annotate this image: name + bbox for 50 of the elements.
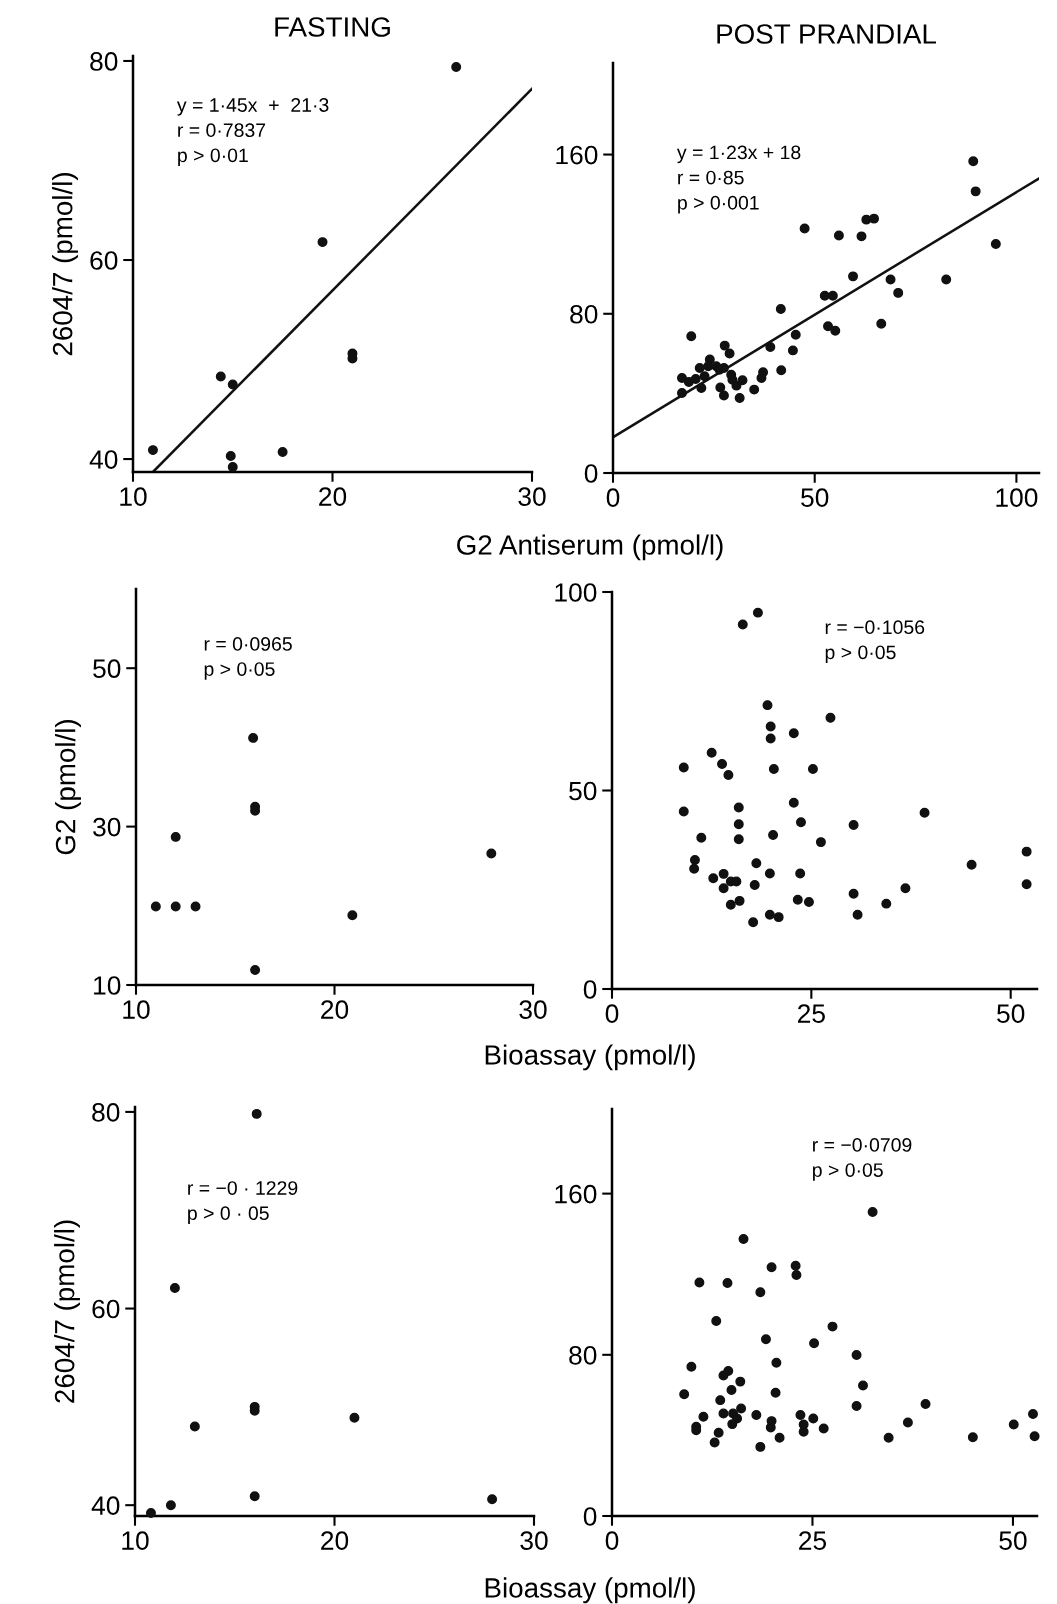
y-tick-label: 160 [555, 1184, 597, 1204]
x-tick-label: 10 [120, 487, 147, 506]
x-tick-label: 20 [321, 1531, 349, 1550]
x-tick-label: 10 [123, 1000, 150, 1019]
y-tick-label: 40 [89, 450, 118, 469]
y-tick-label: 160 [556, 145, 598, 165]
y-tick-label: 10 [94, 976, 121, 995]
x-tick-label: 0 [606, 488, 620, 507]
y-tick-label: 60 [90, 251, 118, 270]
x-axis-title: G2 Antiserum (pmol/l) [457, 534, 723, 561]
x-axis-title: Bioassay (pmol/l) [485, 1044, 695, 1071]
x-tick-label: 30 [520, 1531, 548, 1550]
y-tick-label: 80 [569, 1345, 597, 1365]
y-axis-title: 2604/7 (pmol/l) [54, 1220, 80, 1403]
x-tick-label: 50 [999, 1531, 1027, 1550]
x-tick-label: 50 [801, 488, 829, 507]
annotation: r = −0·0709 p > 0·05 [813, 1138, 912, 1181]
x-tick-label: 30 [519, 1000, 547, 1019]
y-tick-label: 60 [92, 1299, 120, 1319]
y-tick-label: 0 [583, 1507, 597, 1526]
annotation: r = −0·1056 p > 0·05 [825, 620, 925, 664]
x-tick-label: 30 [518, 487, 546, 506]
y-axis-title: G2 (pmol/l) [55, 720, 81, 855]
annotation: y = 1·23x + 18 r = 0·85 p > 0·001 [676, 145, 801, 214]
y-tick-label: 50 [569, 781, 597, 801]
x-tick-label: 0 [605, 1531, 619, 1550]
y-tick-label: 40 [91, 1496, 120, 1516]
y-tick-label: 0 [584, 464, 598, 483]
annotation: y = 1·45x + 21·3 r = 0·7837 p > 0·01 [176, 98, 329, 167]
y-tick-label: 50 [93, 659, 121, 679]
y-axis-title: 2604/7 (pmol/l) [52, 173, 78, 356]
y-tick-label: 100 [555, 583, 597, 602]
x-tick-label: 10 [122, 1531, 149, 1550]
chart-title: FASTING [275, 17, 390, 37]
y-tick-label: 30 [93, 817, 121, 837]
x-tick-label: 20 [319, 487, 347, 506]
x-tick-label: 50 [997, 1004, 1025, 1023]
x-tick-label: 0 [605, 1004, 619, 1023]
annotation: r = 0·0965 p > 0·05 [204, 637, 292, 680]
x-tick-label: 100 [996, 488, 1038, 507]
x-axis-title: Bioassay (pmol/l) [485, 1577, 695, 1604]
x-tick-label: 25 [798, 1004, 825, 1023]
y-tick-label: 80 [92, 1103, 120, 1122]
y-tick-label: 80 [90, 52, 118, 71]
y-tick-label: 0 [583, 980, 597, 999]
x-tick-label: 20 [321, 1000, 349, 1019]
chart-title: POST PRANDIAL [717, 24, 936, 44]
annotation: r = −0 · 1229 p > 0 · 05 [188, 1181, 298, 1224]
x-tick-label: 25 [799, 1531, 827, 1550]
y-tick-label: 80 [570, 304, 598, 324]
